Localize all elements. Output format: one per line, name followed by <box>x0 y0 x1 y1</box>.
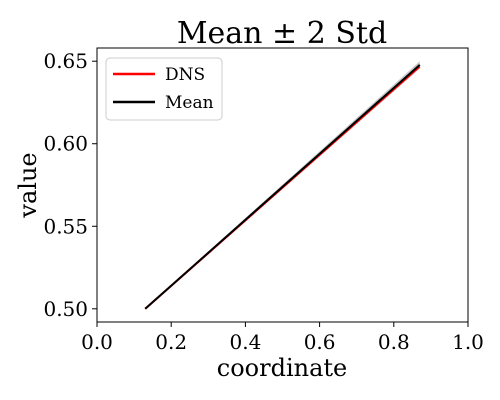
series-line-mean <box>144 64 421 310</box>
y-tick-label: 0.65 <box>43 49 88 73</box>
x-axis-label: coordinate <box>217 354 347 382</box>
series-layer <box>144 64 421 310</box>
legend-label-mean: Mean <box>165 93 214 113</box>
x-tick-label: 1.0 <box>452 330 484 354</box>
y-axis-ticks: 0.50 0.55 0.60 0.65 <box>43 49 97 321</box>
x-tick-label: 0.6 <box>304 330 336 354</box>
y-tick-label: 0.55 <box>43 214 88 238</box>
legend-label-dns: DNS <box>165 65 205 85</box>
x-tick-label: 0.8 <box>378 330 410 354</box>
x-tick-label: 0.4 <box>229 330 261 354</box>
x-tick-label: 0.2 <box>155 330 187 354</box>
legend: DNS Mean <box>105 57 223 121</box>
y-tick-label: 0.50 <box>43 297 88 321</box>
x-tick-label: 0.0 <box>81 330 113 354</box>
chart-title: Mean ± 2 Std <box>177 16 387 51</box>
x-axis-ticks: 0.0 0.2 0.4 0.6 0.8 1.0 <box>81 322 484 354</box>
y-axis-label: value <box>14 152 42 218</box>
plot-area <box>96 47 469 323</box>
y-tick-label: 0.60 <box>43 132 88 156</box>
